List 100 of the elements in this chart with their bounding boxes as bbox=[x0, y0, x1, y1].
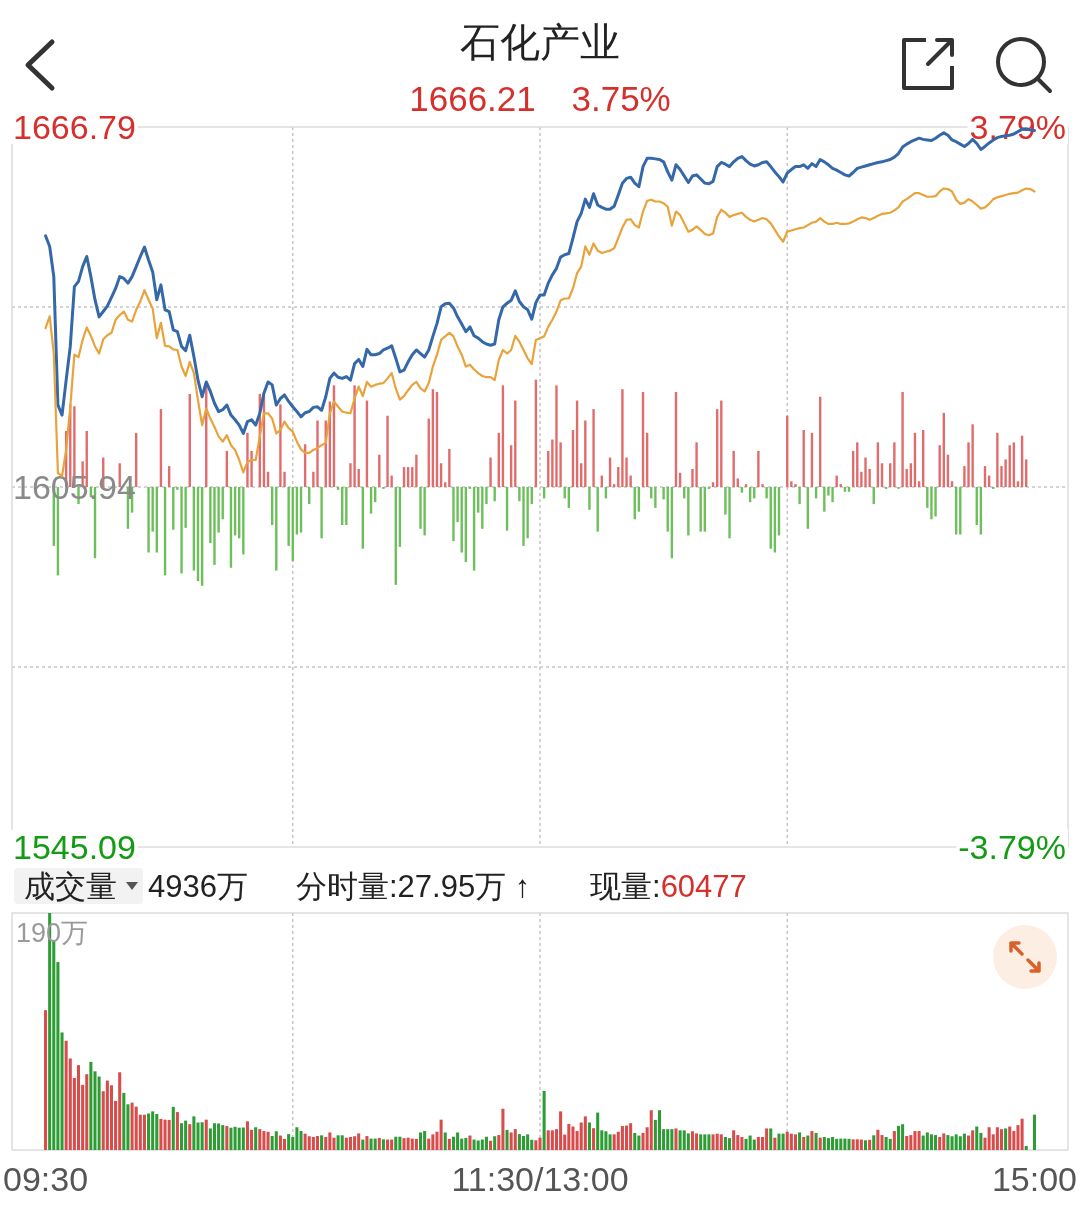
bar bbox=[89, 1061, 93, 1150]
bar bbox=[476, 1140, 480, 1150]
bar bbox=[118, 1072, 122, 1150]
bar bbox=[353, 385, 356, 487]
bar bbox=[620, 1126, 624, 1150]
bar bbox=[246, 432, 249, 487]
bar bbox=[588, 487, 591, 510]
bar bbox=[703, 1134, 707, 1150]
bar bbox=[921, 1135, 925, 1150]
bar bbox=[505, 1129, 509, 1150]
bar bbox=[690, 1131, 694, 1150]
bar bbox=[258, 1129, 262, 1150]
bar bbox=[159, 1118, 163, 1150]
bar bbox=[855, 1139, 859, 1150]
bar bbox=[522, 487, 525, 546]
bar bbox=[686, 1133, 690, 1150]
bar bbox=[439, 1119, 443, 1150]
bar bbox=[188, 1124, 192, 1150]
bar bbox=[699, 1134, 703, 1150]
bar bbox=[781, 1133, 785, 1150]
bar bbox=[381, 1139, 385, 1150]
bar bbox=[175, 1112, 179, 1150]
bar bbox=[719, 1134, 723, 1150]
bar bbox=[105, 1080, 109, 1150]
bar bbox=[60, 1032, 64, 1150]
bar bbox=[212, 1123, 217, 1150]
bar bbox=[934, 487, 937, 517]
bar bbox=[843, 1138, 847, 1150]
bar bbox=[245, 1121, 249, 1150]
bar bbox=[386, 1139, 390, 1150]
bar bbox=[773, 1137, 777, 1150]
bar bbox=[64, 1040, 68, 1150]
x-tick-label: 15:00 bbox=[991, 1160, 1077, 1198]
bar bbox=[670, 1129, 674, 1150]
bar bbox=[736, 478, 739, 487]
bar bbox=[728, 487, 731, 539]
bar bbox=[130, 1102, 134, 1150]
bar bbox=[542, 1090, 546, 1150]
bar bbox=[633, 1132, 637, 1150]
bar bbox=[999, 1129, 1004, 1150]
bar bbox=[777, 1133, 781, 1150]
bar bbox=[1016, 1125, 1020, 1150]
bar bbox=[167, 1119, 171, 1150]
bar bbox=[1008, 1126, 1012, 1150]
bar bbox=[859, 1139, 863, 1150]
text: 现量: bbox=[590, 868, 661, 904]
bar bbox=[752, 1139, 756, 1150]
bar bbox=[596, 1112, 600, 1150]
bar bbox=[147, 487, 150, 553]
bar bbox=[254, 1127, 258, 1150]
bar bbox=[180, 487, 183, 574]
bar bbox=[1032, 1114, 1036, 1150]
bar bbox=[443, 1132, 447, 1150]
bar bbox=[555, 385, 558, 487]
bar bbox=[464, 1137, 468, 1150]
bar bbox=[654, 487, 657, 508]
bar bbox=[884, 1136, 888, 1150]
bar bbox=[798, 487, 801, 505]
bar bbox=[501, 1108, 505, 1150]
bar bbox=[559, 1111, 563, 1150]
bar bbox=[876, 1129, 880, 1150]
bar bbox=[740, 1136, 744, 1150]
bar bbox=[390, 1139, 394, 1150]
bar bbox=[608, 1134, 612, 1150]
bar bbox=[975, 1126, 979, 1150]
bar bbox=[657, 1110, 662, 1150]
bar bbox=[790, 481, 793, 487]
bar bbox=[896, 1125, 900, 1150]
bar bbox=[221, 1125, 225, 1150]
bar bbox=[513, 1129, 517, 1150]
bar bbox=[538, 1137, 542, 1150]
bar bbox=[682, 1130, 686, 1150]
bar bbox=[340, 1135, 344, 1150]
bar bbox=[423, 487, 426, 536]
bar bbox=[521, 1136, 526, 1150]
bar bbox=[843, 487, 847, 492]
bar bbox=[793, 1134, 797, 1150]
bar bbox=[361, 1139, 365, 1150]
bar bbox=[468, 1135, 472, 1150]
bar bbox=[233, 1126, 237, 1150]
bar bbox=[662, 487, 665, 500]
x-tick-label: 11:30/13:00 bbox=[451, 1160, 629, 1198]
bar bbox=[406, 1137, 410, 1150]
bar bbox=[307, 1136, 311, 1150]
bar bbox=[929, 1134, 933, 1150]
bar bbox=[423, 1131, 427, 1150]
bar bbox=[839, 1138, 843, 1150]
bar bbox=[942, 1133, 946, 1150]
bar bbox=[402, 1138, 406, 1150]
bar bbox=[810, 1131, 814, 1150]
bar bbox=[109, 1085, 113, 1150]
bar bbox=[373, 1138, 377, 1150]
bar bbox=[678, 1130, 682, 1150]
bar bbox=[274, 1131, 278, 1150]
bar bbox=[765, 487, 768, 499]
bar bbox=[241, 1127, 245, 1150]
bar bbox=[410, 1138, 414, 1150]
bar bbox=[798, 1132, 802, 1150]
bar bbox=[480, 1139, 484, 1150]
bar bbox=[604, 1131, 608, 1150]
